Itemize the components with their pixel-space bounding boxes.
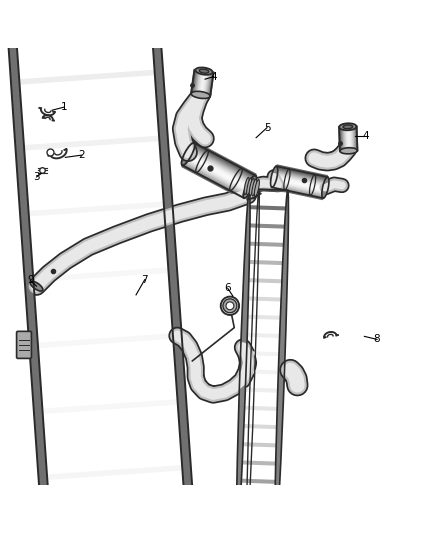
Ellipse shape [252,179,257,196]
Text: 7: 7 [141,274,148,285]
Ellipse shape [340,148,357,154]
Ellipse shape [30,281,43,291]
Ellipse shape [195,68,213,75]
Text: 4: 4 [210,71,217,82]
Ellipse shape [322,177,329,198]
Ellipse shape [0,0,112,533]
Ellipse shape [199,69,209,73]
Ellipse shape [226,302,234,310]
Ellipse shape [343,125,353,129]
Ellipse shape [223,299,237,313]
Ellipse shape [247,178,252,195]
Ellipse shape [191,91,210,99]
Polygon shape [55,151,62,155]
Ellipse shape [243,175,257,198]
Ellipse shape [275,190,289,533]
Ellipse shape [221,297,239,315]
Polygon shape [324,332,336,337]
Polygon shape [41,108,55,115]
Polygon shape [46,117,50,119]
Text: 9: 9 [27,276,34,286]
Text: 8: 8 [374,334,380,344]
Ellipse shape [99,0,256,533]
Text: 5: 5 [264,123,270,133]
Ellipse shape [339,123,357,130]
Polygon shape [328,334,333,337]
Polygon shape [43,115,53,120]
Ellipse shape [254,180,259,197]
FancyBboxPatch shape [17,332,32,358]
Text: 1: 1 [61,102,67,112]
Text: 4: 4 [362,131,369,141]
Ellipse shape [181,143,195,165]
Text: 6: 6 [224,284,231,293]
Text: 2: 2 [78,150,85,160]
Ellipse shape [237,189,250,533]
Ellipse shape [244,177,249,195]
Ellipse shape [249,179,254,196]
Ellipse shape [271,166,278,187]
Polygon shape [45,109,51,112]
Text: 3: 3 [33,172,40,182]
Polygon shape [50,149,67,158]
